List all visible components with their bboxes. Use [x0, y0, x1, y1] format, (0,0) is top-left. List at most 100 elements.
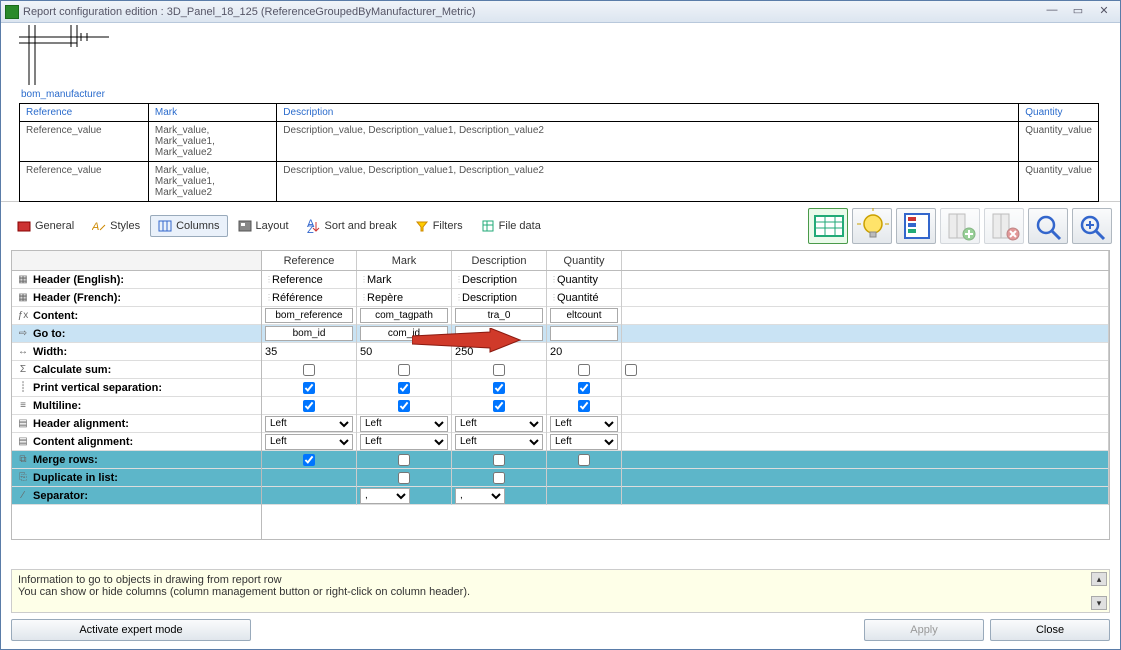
close-button[interactable]: Close [990, 619, 1110, 641]
row-label[interactable]: ΣCalculate sum: [12, 361, 261, 379]
separator-select[interactable]: , [360, 488, 410, 504]
preview-cell: Mark_value, Mark_value1, Mark_value2 [148, 122, 276, 162]
minimize-button[interactable]: — [1040, 4, 1064, 20]
grid-select[interactable]: Left [265, 416, 353, 432]
grid-cell [357, 325, 452, 343]
row-label[interactable]: ≡Multiline: [12, 397, 261, 415]
window-root: Report configuration edition : 3D_Panel_… [0, 0, 1121, 650]
grid-cell [547, 307, 622, 325]
grid-checkbox[interactable] [303, 454, 315, 466]
grid-checkbox[interactable] [303, 400, 315, 412]
grid-checkbox[interactable] [398, 454, 410, 466]
info-scroll-down[interactable]: ▾ [1091, 596, 1107, 610]
grid-input[interactable] [550, 308, 618, 323]
grid-cell: Left [357, 433, 452, 451]
grid-checkbox[interactable] [493, 400, 505, 412]
tab-general[interactable]: General [9, 215, 82, 237]
info-scroll-up[interactable]: ▴ [1091, 572, 1107, 586]
col-header[interactable]: Description [452, 251, 547, 270]
preview-cell: Quantity_value [1019, 162, 1099, 202]
zoom-button[interactable] [1072, 208, 1112, 244]
preview-col-header: Quantity [1019, 104, 1099, 122]
tab-file-data[interactable]: File data [473, 215, 549, 237]
hdr-icon: ▦ [16, 291, 30, 305]
grid-checkbox[interactable] [578, 382, 590, 394]
apply-button[interactable]: Apply [864, 619, 984, 641]
grid-checkbox[interactable] [303, 382, 315, 394]
row-label[interactable]: ƒxContent: [12, 307, 261, 325]
grid-checkbox[interactable] [398, 382, 410, 394]
grid-cell [547, 379, 622, 397]
preview-col-header: Reference [20, 104, 149, 122]
row-label[interactable]: ⧉Merge rows: [12, 451, 261, 469]
grid-checkbox[interactable] [493, 382, 505, 394]
grid-input[interactable] [360, 326, 448, 341]
separator-select[interactable]: , [455, 488, 505, 504]
grid-input[interactable] [455, 308, 543, 323]
width-icon: ↔ [16, 345, 30, 359]
tab-filters[interactable]: Filters [407, 215, 471, 237]
grid-input[interactable] [550, 326, 618, 341]
idea-button[interactable] [852, 208, 892, 244]
tab-sort-and-break[interactable]: AZSort and break [299, 215, 405, 237]
grid-checkbox[interactable] [578, 364, 590, 376]
grid-select[interactable]: Left [455, 434, 543, 450]
row-label[interactable]: ↔Width: [12, 343, 261, 361]
grid-select[interactable]: Left [360, 434, 448, 450]
grid-select[interactable]: Left [455, 416, 543, 432]
row-label[interactable]: ▦Header (English): [12, 271, 261, 289]
grid-cell [452, 325, 547, 343]
grid-input[interactable] [455, 326, 543, 341]
grid-checkbox[interactable] [398, 364, 410, 376]
grid-cell: ⋮Mark [357, 271, 452, 289]
grid-checkbox[interactable] [578, 454, 590, 466]
row-label[interactable]: ▤Header alignment: [12, 415, 261, 433]
grid-cell: Left [547, 415, 622, 433]
tab-layout[interactable]: Layout [230, 215, 297, 237]
col-header[interactable]: Mark [357, 251, 452, 270]
grid-select[interactable]: Left [550, 416, 618, 432]
grid-checkbox[interactable] [398, 472, 410, 484]
grid-select[interactable]: Left [360, 416, 448, 432]
tab-columns[interactable]: Columns [150, 215, 227, 237]
info-line-2: You can show or hide columns (column man… [18, 586, 1103, 598]
row-label[interactable]: ⇨Go to: [12, 325, 261, 343]
row-label[interactable]: ┊Print vertical separation: [12, 379, 261, 397]
grid-input[interactable] [360, 308, 448, 323]
row-label[interactable]: ⎘Duplicate in list: [12, 469, 261, 487]
activate-expert-button[interactable]: Activate expert mode [11, 619, 251, 641]
col-header[interactable]: Reference [262, 251, 357, 270]
grid-input[interactable] [265, 326, 353, 341]
grid-checkbox[interactable] [625, 364, 637, 376]
grid-data: ReferenceMarkDescriptionQuantity⋮Referen… [262, 251, 1109, 539]
row-label[interactable]: ∕Separator: [12, 487, 261, 505]
preview-cell: Mark_value, Mark_value1, Mark_value2 [148, 162, 276, 202]
sort-icon: AZ [307, 219, 321, 233]
table-view-button[interactable] [808, 208, 848, 244]
grid-cell: Left [262, 433, 357, 451]
grid-input[interactable] [265, 308, 353, 323]
filedata-icon [481, 219, 495, 233]
close-window-button[interactable]: ✕ [1092, 4, 1116, 20]
grid-cell: ⋮Repère [357, 289, 452, 307]
grid-cell: 20 [547, 343, 622, 361]
col-header[interactable]: Quantity [547, 251, 622, 270]
grid-checkbox[interactable] [493, 454, 505, 466]
grid-checkbox[interactable] [303, 364, 315, 376]
grid-checkbox[interactable] [578, 400, 590, 412]
goto-icon: ⇨ [16, 327, 30, 341]
maximize-button[interactable]: ▭ [1066, 4, 1090, 20]
grid-select[interactable]: Left [265, 434, 353, 450]
props-button[interactable] [896, 208, 936, 244]
tab-styles[interactable]: AStyles [84, 215, 148, 237]
grid-cell: ⋮Quantité [547, 289, 622, 307]
grid-checkbox[interactable] [398, 400, 410, 412]
grid-select[interactable]: Left [550, 434, 618, 450]
filter-icon [415, 219, 429, 233]
find-button[interactable] [1028, 208, 1068, 244]
row-label[interactable]: ▤Content alignment: [12, 433, 261, 451]
row-label[interactable]: ▦Header (French): [12, 289, 261, 307]
preview-cell: Description_value, Description_value1, D… [277, 122, 1019, 162]
grid-checkbox[interactable] [493, 364, 505, 376]
grid-checkbox[interactable] [493, 472, 505, 484]
